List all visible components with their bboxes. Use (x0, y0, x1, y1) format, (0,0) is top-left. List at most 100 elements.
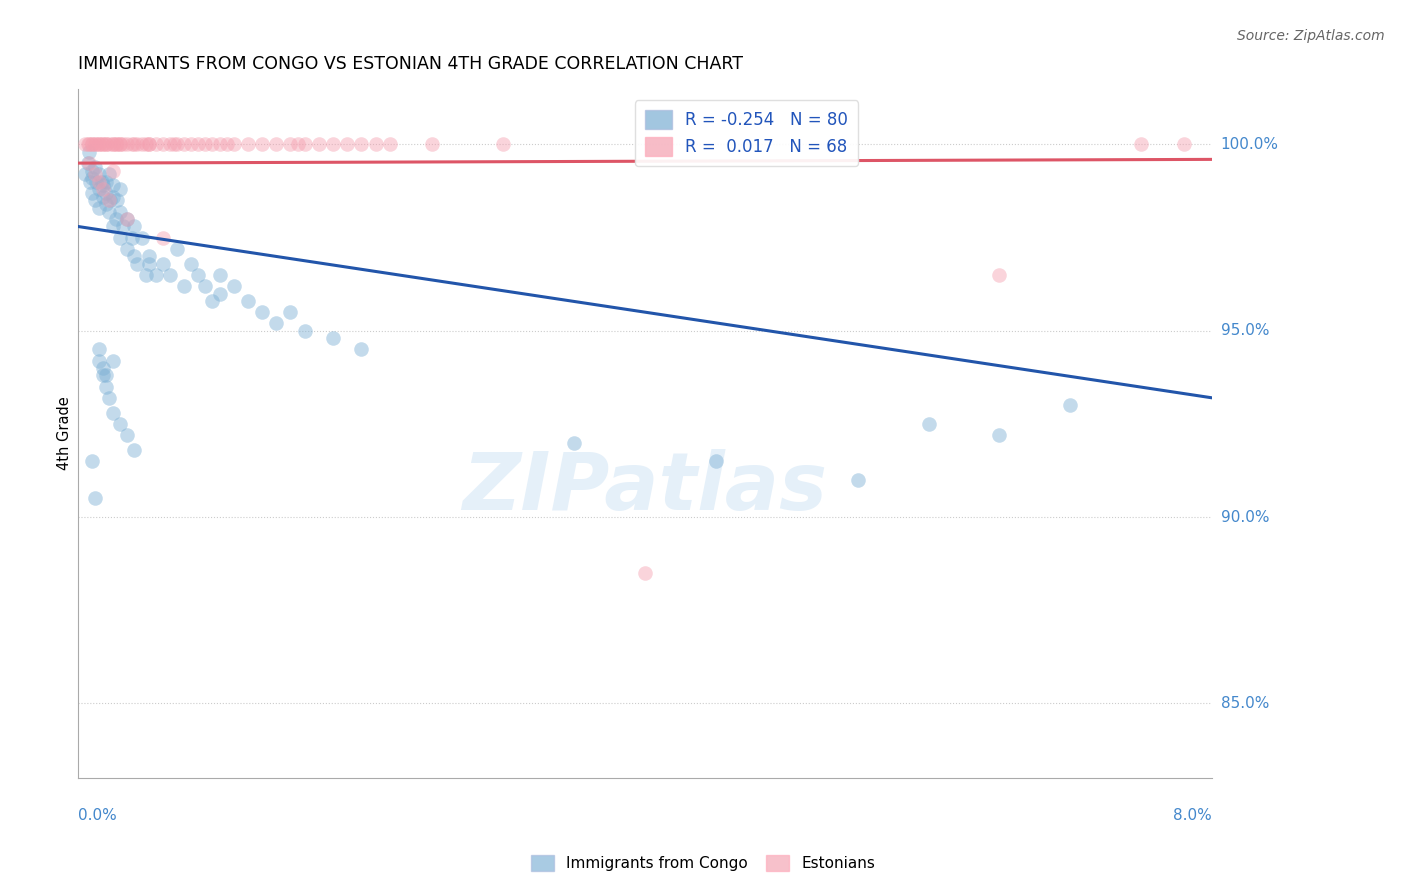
Point (215, 137, 238, 152)
Point (105, 137, 128, 152)
Point (87, 353, 110, 368)
Point (87, 137, 110, 152)
Point (77, 137, 100, 152)
Point (173, 279, 195, 293)
Point (236, 137, 259, 152)
Point (112, 137, 135, 152)
Point (80, 186, 103, 200)
Point (103, 163, 125, 178)
Point (90, 137, 112, 152)
Point (159, 268, 181, 282)
Point (91, 182, 114, 196)
Point (250, 305, 273, 319)
Point (91, 361, 114, 376)
Point (117, 428, 139, 442)
Point (87, 167, 110, 181)
Point (87, 182, 110, 196)
Point (112, 219, 135, 234)
Point (187, 137, 209, 152)
Text: 85.0%: 85.0% (1220, 696, 1268, 711)
Point (83, 194, 105, 208)
Point (135, 268, 157, 282)
Point (90, 175, 112, 189)
Point (87, 175, 110, 189)
Point (988, 428, 1011, 442)
Point (110, 137, 132, 152)
Point (1130, 137, 1153, 152)
Point (80, 163, 103, 178)
Point (87, 137, 110, 152)
Point (124, 249, 146, 263)
Point (94, 175, 117, 189)
Point (308, 137, 330, 152)
Point (103, 406, 125, 420)
Point (166, 242, 188, 256)
Point (187, 268, 209, 282)
Text: 8.0%: 8.0% (1174, 808, 1212, 823)
Point (73, 137, 96, 152)
Point (98, 194, 121, 208)
Text: 0.0%: 0.0% (77, 808, 117, 823)
Point (117, 137, 139, 152)
Point (117, 242, 139, 256)
Point (846, 473, 869, 487)
Point (91, 137, 114, 152)
Text: 100.0%: 100.0% (1220, 137, 1278, 152)
Point (83, 160, 105, 174)
Point (1173, 137, 1195, 152)
Point (124, 443, 146, 458)
Point (124, 219, 146, 234)
Point (91, 178, 114, 193)
Point (350, 343, 373, 357)
Point (159, 137, 181, 152)
Text: Source: ZipAtlas.com: Source: ZipAtlas.com (1237, 29, 1385, 43)
Point (634, 566, 657, 580)
Point (79, 175, 101, 189)
Point (264, 137, 287, 152)
Point (280, 305, 302, 319)
Point (121, 230, 143, 244)
Point (336, 137, 359, 152)
Point (194, 137, 217, 152)
Point (322, 137, 344, 152)
Point (208, 268, 231, 282)
Point (173, 137, 195, 152)
Point (350, 137, 373, 152)
Text: IMMIGRANTS FROM CONGO VS ESTONIAN 4TH GRADE CORRELATION CHART: IMMIGRANTS FROM CONGO VS ESTONIAN 4TH GR… (77, 55, 742, 73)
Point (103, 178, 125, 193)
Point (180, 137, 202, 152)
Point (110, 182, 132, 196)
Point (91, 368, 114, 383)
Point (138, 137, 160, 152)
Point (152, 230, 174, 244)
Point (163, 137, 186, 152)
Point (222, 137, 245, 152)
Point (87, 343, 110, 357)
Point (420, 137, 443, 152)
Legend: R = -0.254   N = 80, R =  0.017   N = 68: R = -0.254 N = 80, R = 0.017 N = 68 (636, 101, 858, 166)
Point (94, 137, 117, 152)
Point (294, 137, 316, 152)
Point (84, 175, 107, 189)
Point (138, 249, 160, 263)
Point (166, 137, 188, 152)
Point (294, 324, 316, 338)
Point (131, 230, 153, 244)
Point (83, 491, 105, 506)
Point (917, 417, 939, 431)
Point (131, 137, 153, 152)
Point (77, 156, 100, 170)
Point (135, 137, 157, 152)
Point (107, 194, 129, 208)
Point (364, 137, 387, 152)
Point (97, 391, 120, 405)
Point (194, 279, 217, 293)
Point (91, 189, 114, 203)
Point (83, 167, 105, 181)
Point (87, 201, 110, 215)
Point (83, 137, 105, 152)
Point (77, 145, 100, 159)
Point (127, 257, 149, 271)
Point (208, 286, 231, 301)
Point (138, 137, 160, 152)
